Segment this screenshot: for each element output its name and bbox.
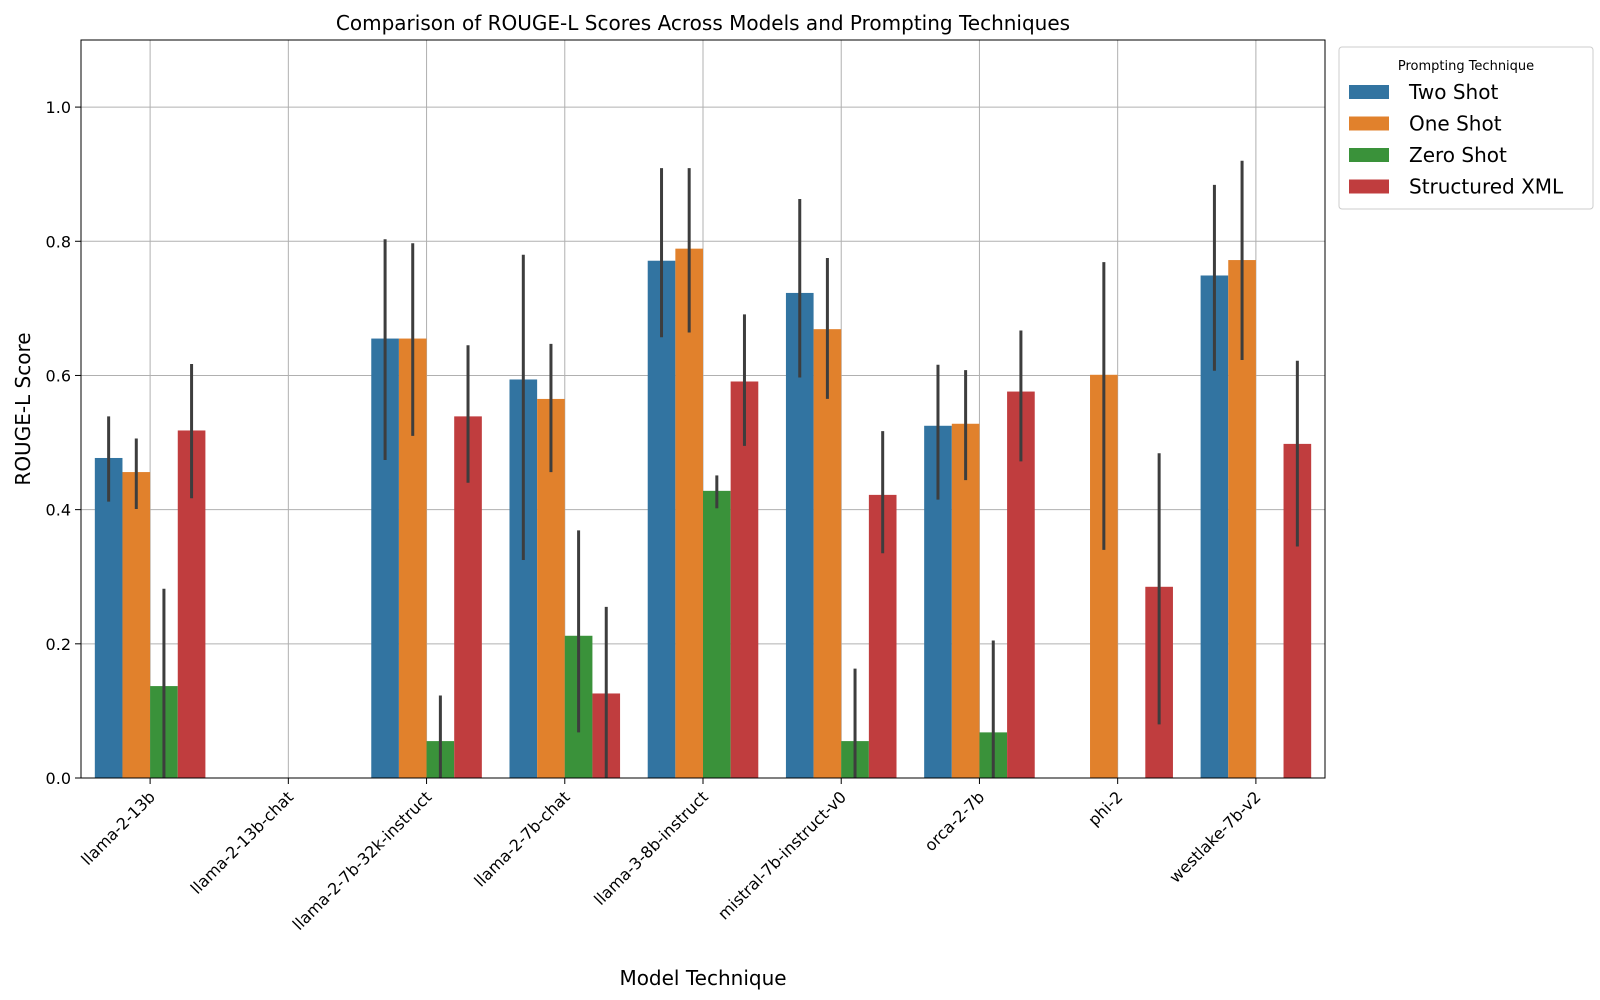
legend: Prompting Technique Two Shot One Shot Zero… [1338,46,1594,210]
bar [951,423,980,778]
bar [813,329,842,778]
legend-swatch [1349,148,1389,162]
x-axis-label: Model Technique [619,966,786,990]
bar [122,472,151,778]
y-tick-label: 0.4 [46,501,71,520]
bar [94,457,123,778]
y-axis-label: ROUGE-L Score [11,332,35,485]
bar [647,260,676,778]
y-tick-label: 0.6 [46,366,71,385]
y-axis: 0.0 0.2 0.4 0.6 0.8 1.0 [46,98,81,788]
legend-swatch [1349,116,1389,131]
legend-entry-label: Zero Shot [1409,143,1507,167]
chart-title: Comparison of ROUGE-L Scores Across Mode… [336,11,1070,35]
legend-swatch [1349,85,1389,99]
y-tick-label: 0.2 [46,635,71,654]
errorbar-layer [107,160,1299,778]
legend-entry-label: Structured XML [1409,175,1564,199]
legend-entry-label: Two Shot [1408,80,1498,104]
y-tick-label: 0.8 [46,232,71,251]
legend-frame [1338,46,1594,210]
bar [675,248,703,779]
y-tick-label: 1.0 [46,98,71,117]
bar [703,490,731,778]
legend-entry-label: One Shot [1409,112,1502,136]
bar [730,381,759,778]
legend-swatch [1349,179,1389,194]
legend-title: Prompting Technique [1398,59,1534,74]
y-tick-label: 0.0 [46,769,71,788]
